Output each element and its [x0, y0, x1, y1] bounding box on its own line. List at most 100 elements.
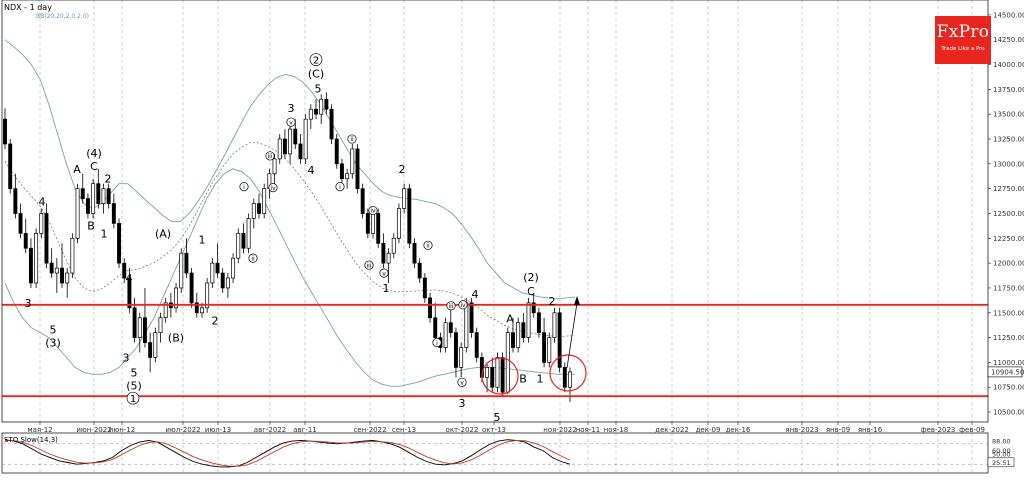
candle-body [412, 242, 417, 264]
wave-circle [335, 182, 345, 192]
candle-body [132, 307, 137, 338]
wave-label: 4 [472, 288, 479, 301]
x-tick-label: сен-13 [392, 426, 416, 434]
candle-body [210, 262, 215, 284]
wave-circle-label: 1 [130, 394, 136, 405]
highlight-circle [549, 354, 587, 392]
wave-circle-label: i [436, 340, 438, 347]
stochastic-k-line [4, 439, 571, 468]
x-tick-label: мая-12 [27, 426, 52, 434]
x-tick-label: дек-16 [726, 426, 751, 434]
candle-body [319, 98, 324, 115]
candle-body [111, 203, 116, 224]
wave-label: (2) [523, 271, 539, 284]
candle-body [381, 242, 386, 264]
wave-label: 5 [315, 82, 322, 95]
candle-body [531, 302, 536, 314]
wave-circle [268, 183, 278, 193]
bollinger-middle-band [4, 142, 576, 337]
candle-body [220, 272, 225, 289]
wave-circle-label: i [339, 184, 341, 191]
wave-label: 2 [212, 315, 219, 328]
x-tick-label: ноя-18 [604, 426, 629, 434]
candle-body [365, 213, 370, 234]
wave-circle-label: iii [267, 153, 272, 160]
oscillator-tick-label: 50.00 [992, 451, 1011, 459]
wave-label: (A) [155, 227, 171, 240]
wave-circle [347, 134, 357, 144]
bollinger-upper-band [4, 39, 576, 300]
y-tick-label: 11500.00 [993, 309, 1024, 317]
candle-body [28, 247, 33, 284]
candle-body [225, 277, 230, 289]
candle-body [148, 342, 153, 358]
candle-body [189, 272, 194, 304]
wave-label: 4 [308, 164, 315, 177]
wave-label: 3 [123, 351, 130, 364]
candle-body [184, 252, 189, 274]
wave-circle-label: iii [366, 262, 371, 269]
candle-body [324, 98, 329, 110]
wave-label: 1 [383, 282, 390, 295]
y-tick-label: 13500.00 [993, 111, 1024, 119]
indicator-label: BB(20,20,2.0,2.0) [36, 13, 89, 20]
candle-body [127, 277, 132, 309]
wave-label: 3 [25, 297, 32, 310]
candle-body [18, 213, 23, 234]
wave-label: B [87, 219, 95, 232]
candle-body [231, 257, 236, 279]
candle-body [277, 138, 282, 160]
candle-body [44, 213, 49, 264]
candle-body [474, 332, 479, 358]
candle-body [257, 203, 261, 214]
brand-logo: FxPro Trade Like a Pro [935, 16, 991, 64]
candle-body [407, 188, 412, 244]
y-tick-label: 14500.00 [993, 11, 1024, 19]
candle-body [65, 272, 70, 284]
candle-body [490, 367, 495, 388]
candle-body [542, 332, 547, 363]
candle-body [8, 143, 13, 190]
x-tick-label: июн-12 [109, 426, 135, 434]
y-tick-label: 13750.00 [993, 86, 1024, 94]
wave-circle [265, 151, 275, 161]
candle-body [371, 213, 375, 234]
x-tick-label: фев-09 [959, 426, 985, 434]
wave-circle [248, 253, 258, 263]
wave-label: A [73, 163, 81, 176]
wave-circle-label: ii [350, 136, 354, 143]
wave-circle [239, 182, 249, 192]
wave-circle [457, 377, 467, 387]
oscillator-tick-label: 60.00 [992, 447, 1011, 455]
candle-body [568, 371, 572, 388]
candle-body [215, 262, 220, 274]
x-tick-label: июл-2022 [165, 426, 200, 434]
x-tick-label: ноя-2022 [543, 426, 576, 434]
candle-body [469, 302, 474, 333]
brand-tagline: Trade Like a Pro [941, 46, 985, 52]
candle-body [459, 347, 464, 368]
x-tick-label: окт-2022 [446, 426, 479, 434]
wave-label: (B) [168, 332, 184, 345]
candle-body [485, 367, 490, 378]
candle-body [3, 118, 7, 145]
candle-body [350, 148, 355, 175]
candle-body [339, 163, 344, 180]
candle-body [360, 188, 365, 214]
wave-circle [126, 391, 140, 405]
oscillator-title: STO Slow(14,3) [4, 436, 58, 444]
candle-body [106, 188, 111, 204]
candle-body [122, 262, 127, 279]
candle-body [293, 128, 298, 145]
candle-body [272, 158, 277, 175]
wave-circle [432, 338, 442, 348]
wave-circle-label: ii [251, 255, 255, 262]
wave-label: C [90, 160, 98, 173]
candle-body [91, 183, 96, 214]
wave-circle-label: ii [426, 242, 430, 249]
wave-label: 4 [126, 272, 133, 285]
wave-label: 3 [459, 397, 466, 410]
wave-circle [423, 240, 433, 250]
candle-body [536, 312, 541, 333]
